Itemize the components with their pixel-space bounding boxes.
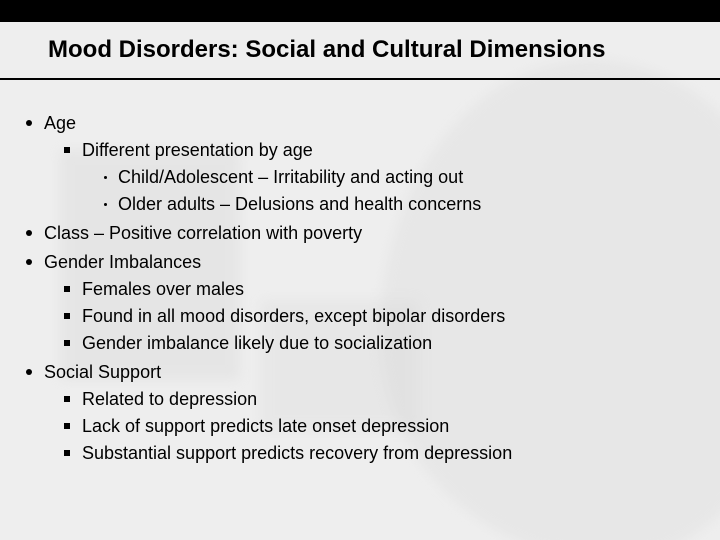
bullet-text: Gender Imbalances: [44, 252, 201, 272]
top-bar: [0, 0, 720, 22]
bullet-l2: Different presentation by age Child/Adol…: [58, 137, 690, 218]
bullet-l1: Class – Positive correlation with povert…: [20, 220, 690, 247]
bullet-l2: Lack of support predicts late onset depr…: [58, 413, 690, 440]
bullet-l2: Gender imbalance likely due to socializa…: [58, 330, 690, 357]
bullet-text: Lack of support predicts late onset depr…: [82, 416, 449, 436]
bullet-text: Age: [44, 113, 76, 133]
bullet-l2: Females over males: [58, 276, 690, 303]
bullet-text: Class – Positive correlation with povert…: [44, 223, 362, 243]
bullet-text: Older adults – Delusions and health conc…: [118, 194, 481, 214]
bullet-l3: Child/Adolescent – Irritability and acti…: [96, 164, 690, 191]
bullet-text: Found in all mood disorders, except bipo…: [82, 306, 505, 326]
bullet-l2: Found in all mood disorders, except bipo…: [58, 303, 690, 330]
bullet-text: Gender imbalance likely due to socializa…: [82, 333, 432, 353]
bullet-l3: Older adults – Delusions and health conc…: [96, 191, 690, 218]
slide-title: Mood Disorders: Social and Cultural Dime…: [0, 36, 720, 80]
bullet-text: Females over males: [82, 279, 244, 299]
bullet-text: Related to depression: [82, 389, 257, 409]
slide-content: Age Different presentation by age Child/…: [20, 110, 690, 469]
bullet-l2: Related to depression: [58, 386, 690, 413]
bullet-l1: Social Support Related to depression Lac…: [20, 359, 690, 467]
bullet-l2: Substantial support predicts recovery fr…: [58, 440, 690, 467]
bullet-text: Social Support: [44, 362, 161, 382]
bullet-text: Substantial support predicts recovery fr…: [82, 443, 512, 463]
bullet-l1: Age Different presentation by age Child/…: [20, 110, 690, 218]
bullet-l1: Gender Imbalances Females over males Fou…: [20, 249, 690, 357]
bullet-text: Different presentation by age: [82, 140, 313, 160]
slide: Mood Disorders: Social and Cultural Dime…: [0, 0, 720, 540]
bullet-text: Child/Adolescent – Irritability and acti…: [118, 167, 463, 187]
